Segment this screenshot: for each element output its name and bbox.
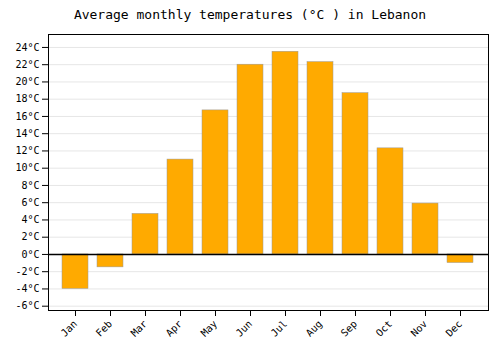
svg-text:0°C: 0°C <box>21 249 39 260</box>
svg-text:6°C: 6°C <box>21 197 39 208</box>
svg-text:Jun: Jun <box>234 318 255 339</box>
svg-text:Apr: Apr <box>164 318 185 339</box>
svg-text:Aug: Aug <box>304 318 325 339</box>
svg-text:Feb: Feb <box>94 318 115 339</box>
svg-text:May: May <box>199 318 220 339</box>
svg-text:4°C: 4°C <box>21 214 39 225</box>
svg-text:24°C: 24°C <box>15 42 39 53</box>
svg-text:16°C: 16°C <box>15 111 39 122</box>
svg-text:-2°C: -2°C <box>15 266 39 277</box>
svg-text:-6°C: -6°C <box>15 300 39 311</box>
svg-text:Jan: Jan <box>59 318 80 339</box>
svg-text:Jul: Jul <box>269 318 290 339</box>
svg-text:12°C: 12°C <box>15 145 39 156</box>
svg-text:Nov: Nov <box>409 318 430 339</box>
svg-text:22°C: 22°C <box>15 59 39 70</box>
svg-text:14°C: 14°C <box>15 128 39 139</box>
svg-text:Mar: Mar <box>129 318 150 339</box>
svg-text:18°C: 18°C <box>15 93 39 104</box>
svg-text:Oct: Oct <box>374 318 395 339</box>
svg-text:20°C: 20°C <box>15 76 39 87</box>
svg-text:Dec: Dec <box>444 318 465 339</box>
svg-text:8°C: 8°C <box>21 180 39 191</box>
svg-text:2°C: 2°C <box>21 231 39 242</box>
svg-text:Sep: Sep <box>339 318 360 339</box>
svg-text:-4°C: -4°C <box>15 283 39 294</box>
svg-text:10°C: 10°C <box>15 162 39 173</box>
html-text:Average monthly temperatures (: Average monthly temperatures (°C ) in Le… <box>73 7 427 22</box>
